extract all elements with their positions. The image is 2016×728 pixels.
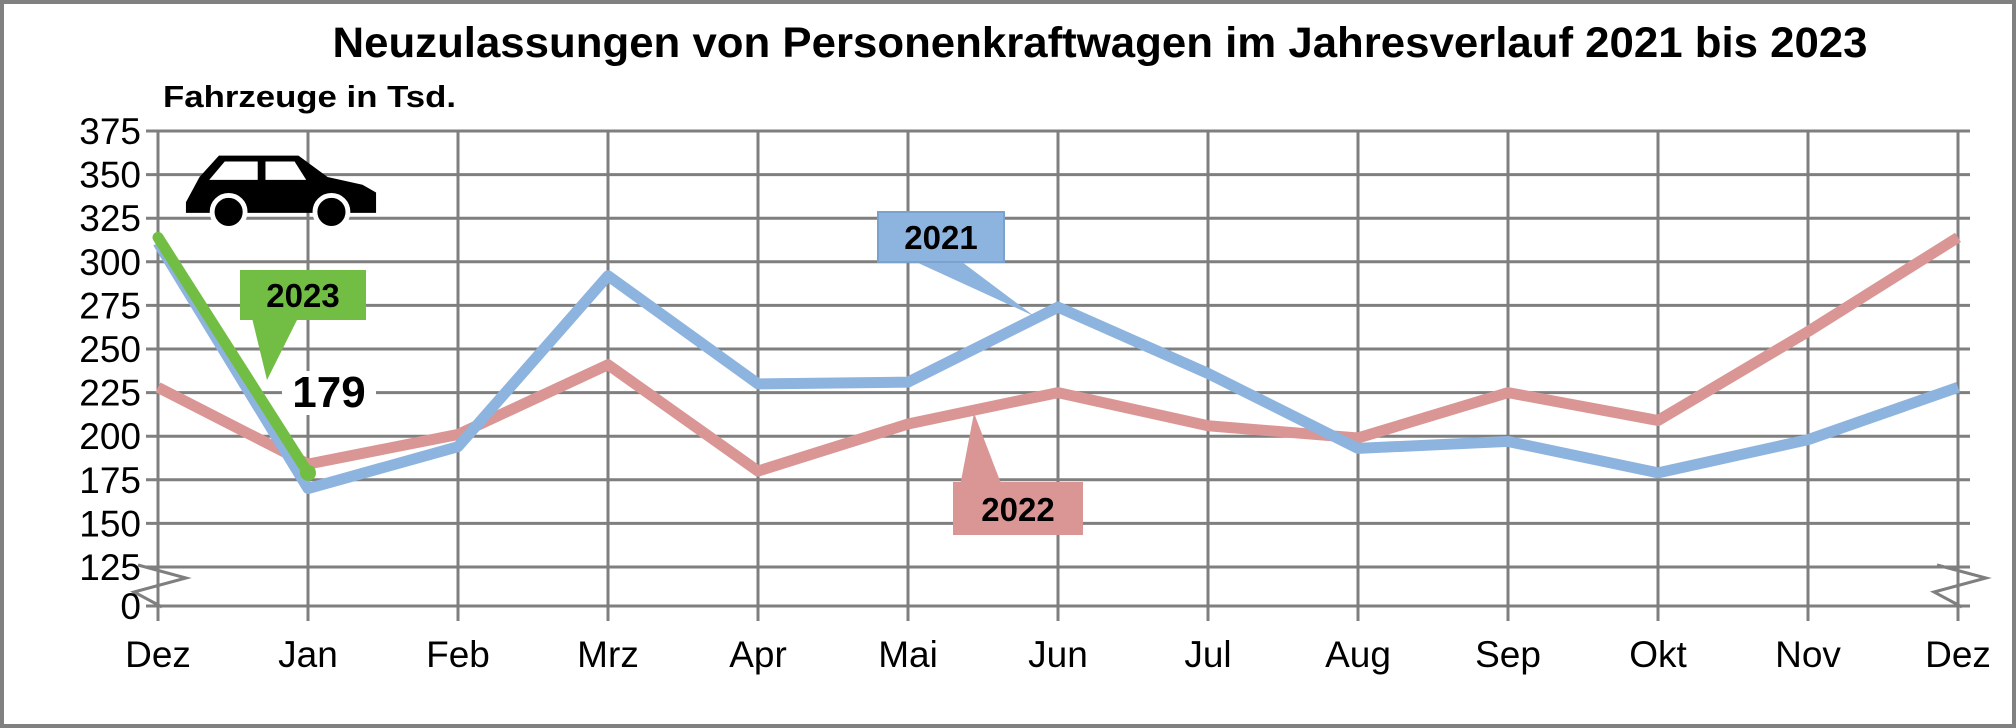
callout-2022: 2022: [953, 413, 1083, 535]
x-tick-label: Aug: [1325, 634, 1391, 675]
x-axis-labels: Dez Jan Feb Mrz Apr Mai Jun Jul Aug Sep Okt Nov Dez: [125, 634, 1991, 675]
gridlines: [146, 129, 1970, 621]
y-tick-label: 300: [79, 242, 141, 283]
callout-label-2021: 2021: [904, 219, 977, 256]
x-tick-label: Okt: [1629, 634, 1687, 675]
y-tick-label: 275: [79, 285, 141, 326]
y-tick-label: 175: [79, 460, 141, 501]
x-tick-label: Jun: [1028, 634, 1088, 675]
callout-label-2022: 2022: [981, 491, 1054, 528]
x-tick-label: Jan: [278, 634, 338, 675]
x-tick-label: Feb: [426, 634, 490, 675]
series-line-2021: [153, 239, 1960, 495]
x-tick-label: Sep: [1475, 634, 1541, 675]
car-icon: [185, 155, 377, 231]
annotation-179: 179: [292, 368, 365, 417]
data-series: [152, 231, 1961, 495]
y-tick-label: 150: [79, 503, 141, 544]
series-callouts: 2021 2022 2023: [240, 211, 1083, 535]
callout-2023: 2023: [240, 270, 366, 380]
x-tick-label: Nov: [1775, 634, 1841, 675]
callout-2021: 2021: [877, 211, 1034, 316]
x-tick-label: Mai: [878, 634, 938, 675]
callout-tail-2022: [960, 413, 1002, 486]
x-tick-label: Apr: [729, 634, 787, 675]
callout-box-2022: [953, 482, 1083, 535]
callout-tail-2021: [916, 262, 1034, 316]
y-tick-label: 200: [79, 416, 141, 457]
axis-break-left: [129, 563, 192, 609]
annotation-backdrop: [282, 371, 376, 415]
axis-break-right: [1929, 563, 1992, 609]
y-tick-label: 375: [79, 111, 141, 152]
y-tick-label: 225: [79, 373, 141, 414]
x-tick-label: Mrz: [577, 634, 639, 675]
series-line-2022: [155, 232, 1961, 477]
callout-box-2023: [240, 270, 366, 320]
series-end-marker-2023: [300, 464, 316, 481]
chart-title: Neuzulassungen von Personenkraftwagen im…: [333, 19, 1868, 67]
y-axis-unit-label: Fahrzeuge in Tsd.: [163, 79, 456, 114]
callout-label-2023: 2023: [266, 277, 339, 314]
x-tick-label: Jul: [1184, 634, 1231, 675]
x-tick-label: Dez: [125, 634, 191, 675]
callout-tail-2023: [252, 318, 298, 380]
registrations-line-chart: Neuzulassungen von Personenkraftwagen im…: [79, 19, 1992, 675]
axis-break-marks: [129, 563, 1992, 609]
y-tick-label: 125: [79, 547, 141, 588]
y-tick-label: 325: [79, 198, 141, 239]
x-tick-label: Dez: [1925, 634, 1991, 675]
series-line-2023: [152, 231, 314, 479]
y-tick-label: 350: [79, 155, 141, 196]
y-tick-label: 0: [120, 586, 141, 627]
y-tick-label: 250: [79, 329, 141, 370]
callout-box-2021: [877, 211, 1005, 263]
